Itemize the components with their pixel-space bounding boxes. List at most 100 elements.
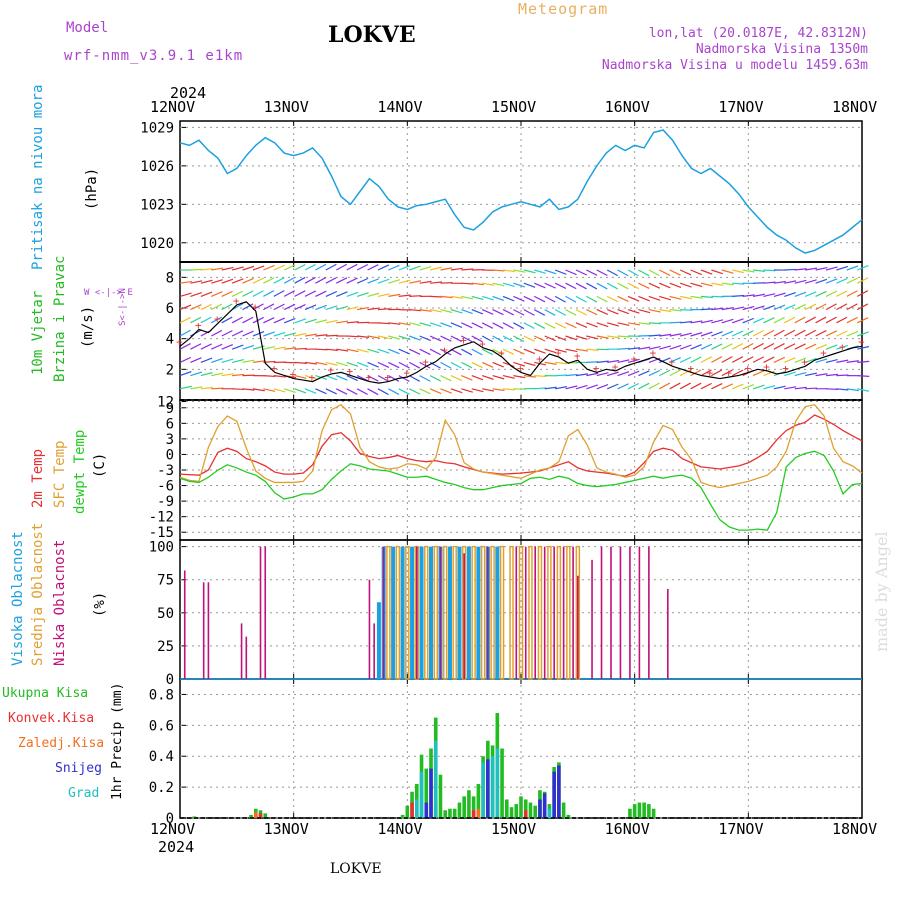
wind-arrow	[325, 319, 338, 324]
wind-arrow	[804, 357, 817, 363]
wind-arrow	[304, 263, 316, 271]
panel-frame-cloud	[179, 539, 863, 680]
wind-arrow	[523, 348, 536, 355]
wind-arrow	[377, 293, 390, 297]
wind-arrow	[700, 319, 713, 324]
wind-arrow	[700, 282, 713, 287]
elevation-label: Nadmorska Visina 1350m	[695, 42, 868, 57]
precip-total-bar	[523, 799, 528, 818]
wind-arrow	[179, 385, 192, 390]
wind-arrow	[200, 386, 213, 390]
wind-arrow	[533, 322, 546, 329]
wind-arrow	[419, 309, 432, 312]
wind-arrow	[617, 383, 629, 390]
wind-arrow	[586, 282, 598, 290]
wind-arrow	[784, 329, 796, 337]
precip-total-bar	[566, 814, 571, 818]
wind-arrow	[680, 309, 693, 311]
wind-arrow	[232, 373, 245, 377]
wind-arrow	[471, 309, 484, 315]
precip-total-bar	[462, 796, 466, 818]
wind-gust-marker: +	[422, 356, 429, 369]
wind-arrow	[336, 375, 348, 381]
wind-arrow	[721, 318, 734, 324]
date-tick-bottom: 18NOV	[832, 820, 878, 838]
wind-arrow	[513, 282, 526, 288]
wind-arrow	[825, 358, 838, 363]
wind-arrow	[679, 382, 691, 390]
cloud-mid-bar	[509, 545, 514, 680]
wind-arrow	[409, 309, 422, 312]
wind-arrow	[179, 329, 191, 337]
wind-gust-marker: +	[176, 336, 183, 349]
wind-arrow	[638, 346, 651, 350]
wind-arrow	[825, 316, 837, 324]
wind-arrow	[627, 382, 640, 390]
y-tick-label-wind: 8	[166, 270, 174, 286]
wind-arrow	[221, 290, 233, 297]
wind-gust-marker: +	[706, 366, 713, 379]
wind-arrow	[815, 316, 827, 324]
wind-arrow	[356, 263, 369, 271]
wind-arrow	[367, 388, 379, 396]
wind-arrow	[742, 269, 755, 273]
wind-arrow	[471, 348, 483, 356]
wind-arrow	[211, 279, 223, 284]
coords-label: lon,lat (20.0187E, 42.8312N)	[648, 26, 868, 41]
wind-arrow	[336, 291, 348, 297]
wind-arrow	[388, 279, 401, 284]
wind-arrow	[450, 388, 463, 394]
wind-arrow	[534, 269, 546, 274]
wind-arrow	[367, 264, 379, 271]
wind-gust-marker: +	[839, 340, 846, 353]
wind-arrow	[794, 329, 806, 337]
wind-arrow	[273, 388, 286, 393]
wind-arrow	[211, 372, 224, 377]
wind-arrow	[242, 344, 255, 350]
wind-arrow	[471, 295, 484, 301]
precip-snow-bar	[486, 759, 490, 818]
wind-arrow	[221, 266, 234, 271]
wind-arrow	[409, 335, 421, 341]
wind-arrow	[596, 335, 609, 339]
wind-arrow	[357, 306, 370, 311]
wind-arrow	[513, 375, 526, 379]
wind-gust-marker: +	[612, 360, 619, 373]
wind-arrow	[596, 322, 609, 328]
wind-arrow	[492, 361, 504, 368]
precip-total-bar	[438, 774, 443, 818]
wind-arrow	[263, 277, 275, 284]
wind-arrow	[534, 335, 546, 342]
wind-arrow	[325, 388, 337, 395]
wind-arrow	[836, 277, 848, 284]
y-tick-label-cloud: 100	[149, 540, 174, 556]
wind-arrow	[294, 375, 307, 379]
wind-arrow	[606, 309, 619, 315]
wind-arrow	[752, 293, 765, 297]
wind-arrow	[554, 295, 566, 303]
wind-arrow	[325, 277, 337, 284]
wind-arrow	[357, 335, 370, 338]
wind-arrow	[346, 335, 359, 338]
date-tick-top: 14NOV	[377, 98, 423, 116]
wind-arrow	[513, 295, 525, 302]
precip-total-bar	[249, 814, 253, 818]
precip-graup-bar	[481, 762, 485, 818]
wind-arrow	[252, 316, 264, 324]
wind-arrow	[804, 316, 816, 324]
cloud-mid-bar	[471, 545, 476, 680]
wind-arrow	[471, 282, 484, 286]
wind-arrow	[752, 356, 764, 363]
cloud-mid-bar	[424, 545, 429, 680]
wind-arrow	[523, 309, 535, 316]
panel-frame-pressure	[179, 120, 863, 263]
wind-arrow	[346, 321, 359, 324]
wind-arrow	[450, 322, 463, 328]
wind-arrow	[461, 268, 474, 271]
wind-arrow	[284, 388, 296, 393]
cloud-low-bar	[245, 636, 248, 679]
wind-arrow	[346, 277, 358, 284]
wind-arrow	[700, 369, 712, 377]
wind-arrow	[263, 345, 276, 350]
wind-arrow	[711, 343, 723, 350]
